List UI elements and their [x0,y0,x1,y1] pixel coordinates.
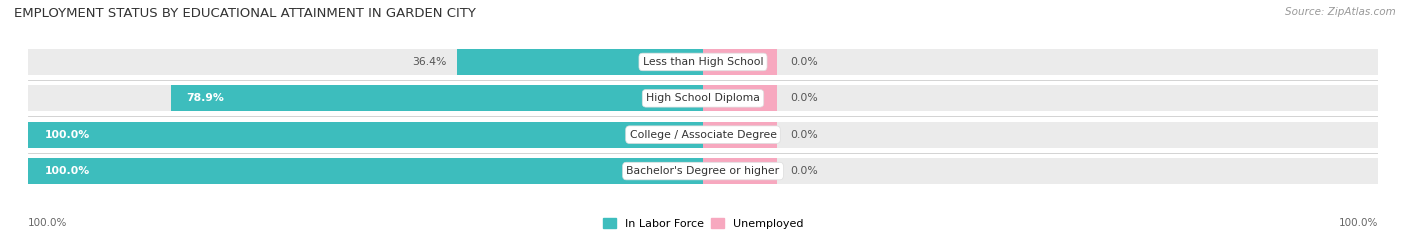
Text: 100.0%: 100.0% [1339,218,1378,228]
Bar [28,122,703,148]
Text: 78.9%: 78.9% [187,93,225,103]
Text: 0.0%: 0.0% [790,166,818,176]
Bar [28,122,1378,148]
Bar [457,49,703,75]
Text: College / Associate Degree: College / Associate Degree [630,130,776,140]
Text: Source: ZipAtlas.com: Source: ZipAtlas.com [1285,7,1396,17]
Bar [703,158,778,184]
Text: 0.0%: 0.0% [790,57,818,67]
Text: 36.4%: 36.4% [412,57,447,67]
Text: EMPLOYMENT STATUS BY EDUCATIONAL ATTAINMENT IN GARDEN CITY: EMPLOYMENT STATUS BY EDUCATIONAL ATTAINM… [14,7,477,20]
Text: 100.0%: 100.0% [45,166,90,176]
Bar [703,122,778,148]
Text: Bachelor's Degree or higher: Bachelor's Degree or higher [627,166,779,176]
Bar [28,158,1378,184]
Bar [28,158,703,184]
Bar [703,49,778,75]
Legend: In Labor Force, Unemployed: In Labor Force, Unemployed [598,214,808,233]
Bar [28,49,1378,75]
Bar [170,85,703,111]
Text: 100.0%: 100.0% [45,130,90,140]
Text: Less than High School: Less than High School [643,57,763,67]
Text: High School Diploma: High School Diploma [647,93,759,103]
Bar [703,85,778,111]
Text: 100.0%: 100.0% [28,218,67,228]
Text: 0.0%: 0.0% [790,130,818,140]
Text: 0.0%: 0.0% [790,93,818,103]
Bar [28,85,1378,111]
